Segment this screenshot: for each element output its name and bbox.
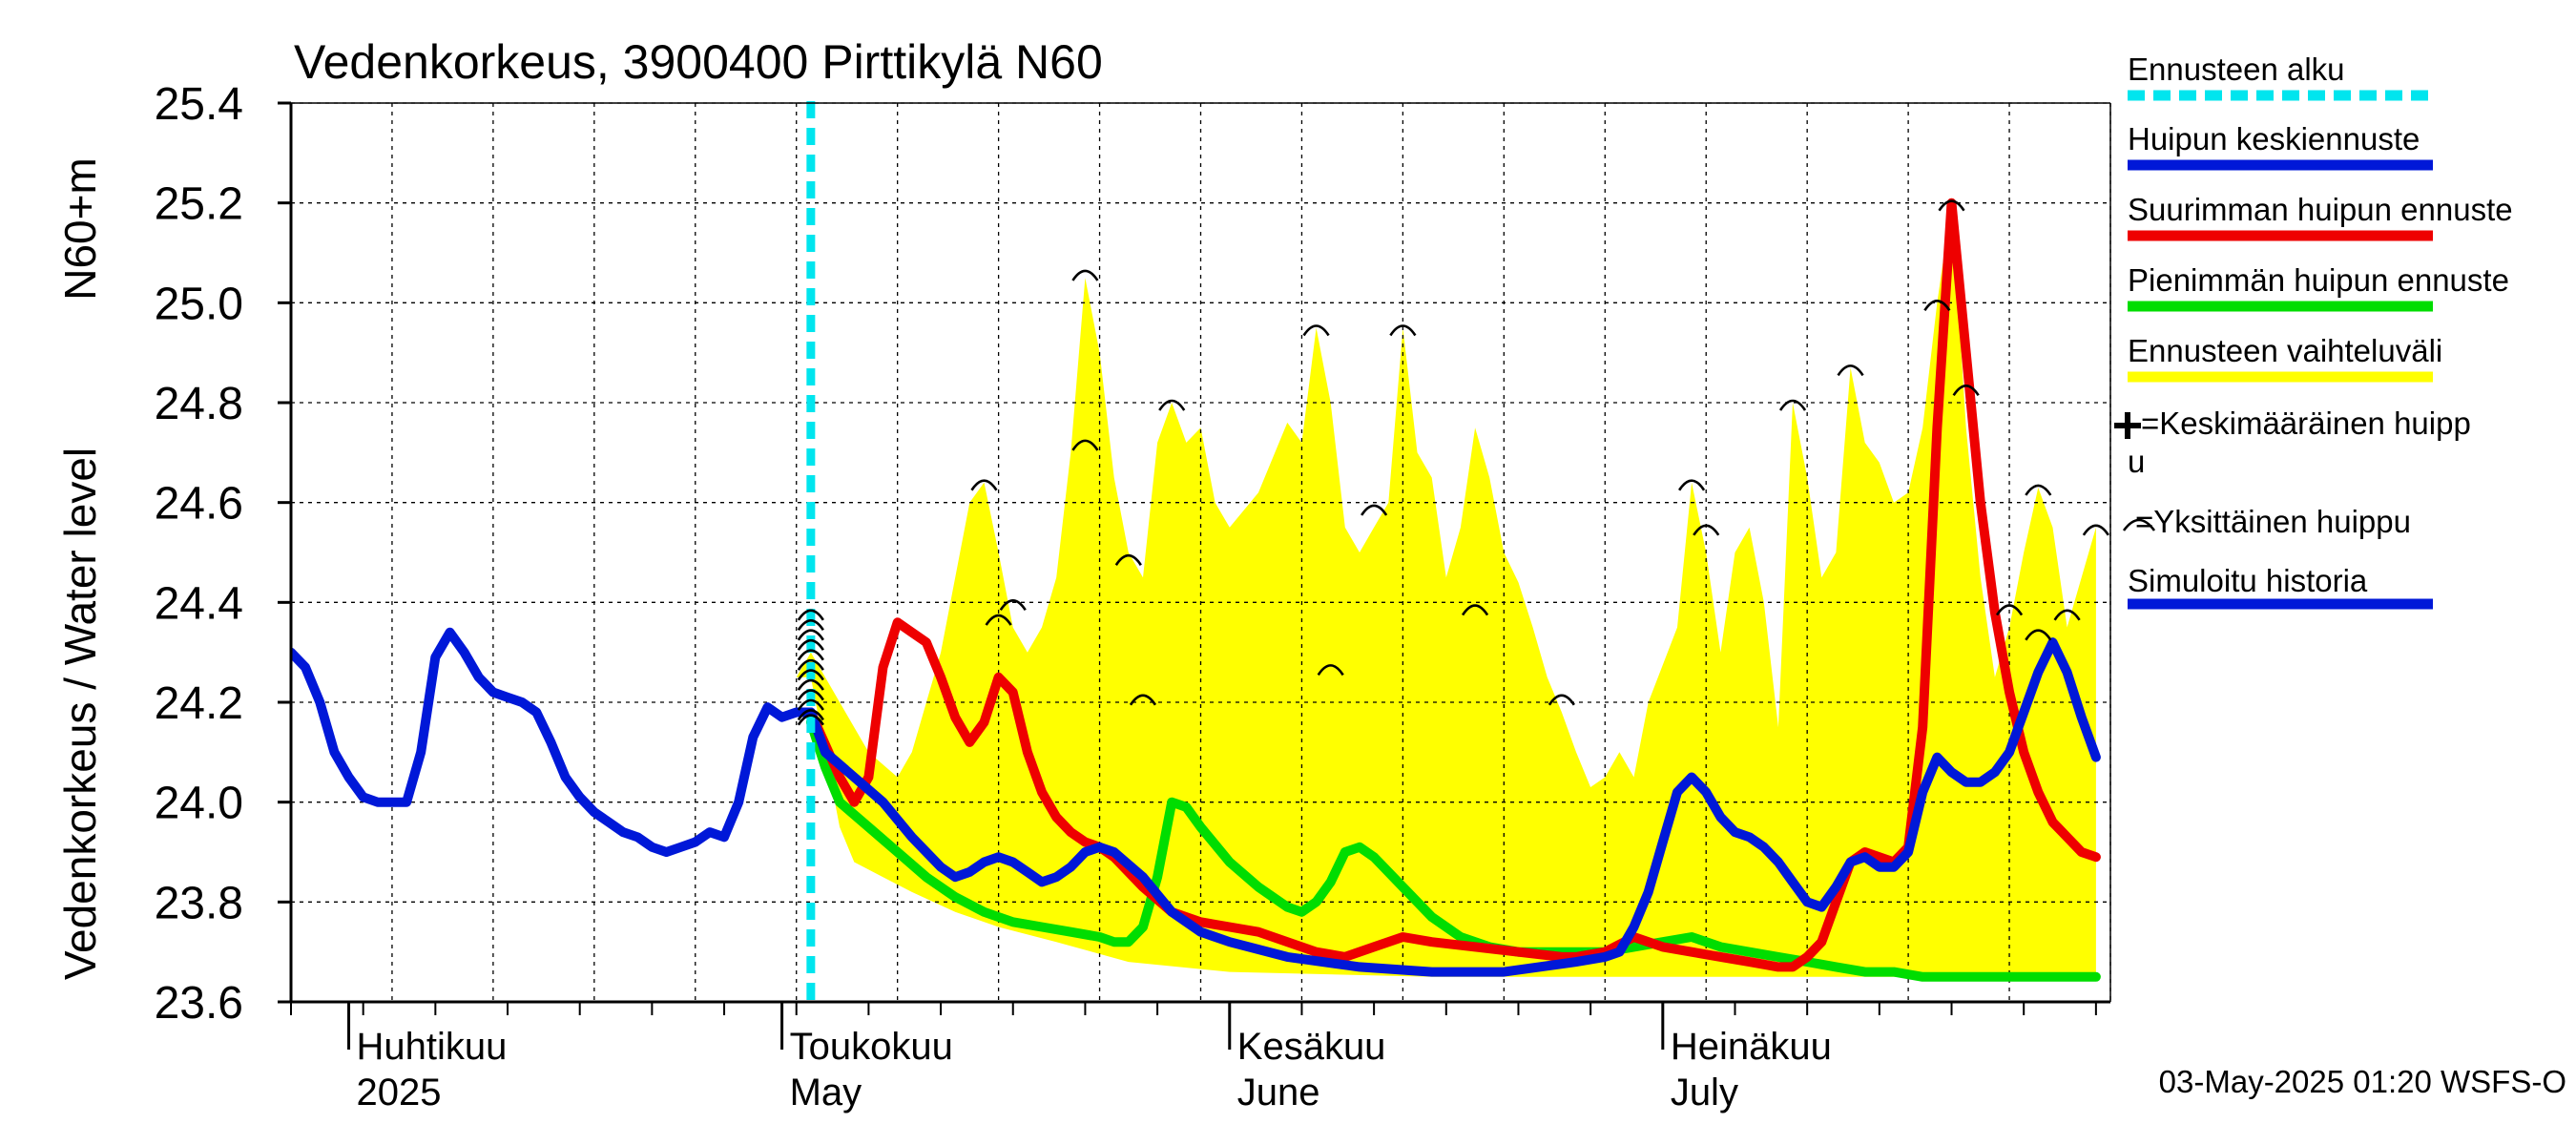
- x-month-label: Huhtikuu: [357, 1026, 508, 1068]
- footer-timestamp: 03-May-2025 01:20 WSFS-O: [2159, 1064, 2566, 1099]
- single-peak-marker: [970, 479, 998, 491]
- x-month-label: Kesäkuu: [1237, 1026, 1386, 1068]
- single-peak-marker: [2025, 629, 2052, 641]
- single-peak-marker: [985, 614, 1012, 626]
- legend-label: Huipun keskiennuste: [2128, 121, 2420, 156]
- single-peak-marker: [1778, 399, 1807, 411]
- single-peak-marker: [797, 629, 824, 641]
- y-tick-label: 25.0: [155, 279, 243, 329]
- legend-label: Ennusteen alku: [2128, 52, 2345, 87]
- single-peak-marker: [2082, 524, 2109, 536]
- single-peak-marker: [1938, 199, 1965, 212]
- y-tick-label: 23.8: [155, 878, 243, 928]
- series-line-simuloitu-historia: [291, 627, 816, 857]
- legend-label-continuation: u: [2128, 444, 2145, 479]
- x-month-sublabel: July: [1671, 1072, 1738, 1114]
- y-tick-label: 25.4: [155, 79, 243, 130]
- single-peak-marker: [797, 689, 824, 701]
- single-peak-marker: [1302, 324, 1330, 337]
- series-line-huipun-keskiennuste: [805, 637, 2101, 977]
- y-tick-label: 24.8: [155, 379, 243, 429]
- single-peaks: [797, 199, 2109, 726]
- y-axis-unit: N60+m: [55, 157, 105, 301]
- axes: 25.4 25.2 25.0 24.8 24.6 24.4 24.2 24.0 23.8 23.6…: [155, 79, 2111, 1114]
- single-peak-marker: [797, 678, 824, 691]
- single-peak-marker: [797, 638, 824, 651]
- single-peak-marker: [797, 609, 824, 621]
- y-tick-label: 24.2: [155, 678, 243, 729]
- forecast-range-band: [796, 202, 2096, 977]
- single-peak-marker: [797, 669, 824, 681]
- single-peak-marker: [797, 709, 824, 721]
- single-peak-marker: [1389, 324, 1417, 337]
- single-peak-marker: [1952, 385, 1980, 397]
- single-peak-marker: [1461, 604, 1489, 616]
- single-peak-marker: [1923, 300, 1951, 312]
- legend: Ennusteen alku Huipun keskiennuste Suurimm…: [2114, 52, 2513, 610]
- legend-label: =Yksittäinen huippu: [2135, 504, 2411, 539]
- single-peak-marker: [1129, 694, 1157, 706]
- single-peak-marker: [1678, 479, 1706, 491]
- single-peak-marker: [2025, 484, 2052, 496]
- single-peak-marker: [1071, 439, 1099, 451]
- single-peak-marker: [797, 698, 824, 711]
- x-month-sublabel: June: [1237, 1072, 1320, 1114]
- single-peak-marker: [1361, 504, 1388, 516]
- y-tick-label: 24.4: [155, 578, 243, 629]
- single-peak-marker: [1548, 694, 1575, 706]
- y-tick-label: 24.0: [155, 779, 243, 829]
- single-peak-marker: [797, 649, 824, 661]
- legend-label: Ennusteen vaihteluväli: [2128, 333, 2442, 368]
- single-peak-marker: [797, 714, 824, 726]
- legend-label: Simuloitu historia: [2128, 563, 2368, 598]
- single-peak-marker: [1071, 269, 1099, 281]
- single-peak-marker: [1693, 524, 1720, 536]
- y-tick-label: 23.6: [155, 978, 243, 1029]
- single-peak-marker: [1995, 604, 2024, 616]
- y-axis-label: Vedenkorkeus / Water level: [55, 448, 105, 980]
- legend-label: Suurimman huipun ennuste: [2128, 192, 2513, 227]
- y-tick-label: 25.2: [155, 179, 243, 230]
- x-month-sublabel: May: [790, 1072, 862, 1114]
- chart-title: Vedenkorkeus, 3900400 Pirttikylä N60: [294, 35, 1103, 89]
- legend-label: =Keskimääräinen huipp: [2141, 406, 2471, 441]
- x-month-label: Toukokuu: [790, 1026, 953, 1068]
- single-peak-marker: [1317, 664, 1344, 677]
- x-month-label: Heinäkuu: [1671, 1026, 1832, 1068]
- single-peak-marker: [1837, 364, 1864, 377]
- series-line-suurimman-huipun-ennuste: [805, 198, 2101, 972]
- single-peak-marker: [797, 658, 824, 671]
- single-peak-marker: [1158, 399, 1186, 411]
- x-month-sublabel: 2025: [357, 1072, 442, 1114]
- plot-area: [290, 101, 2111, 1003]
- single-peak-marker: [999, 599, 1027, 612]
- legend-label: Pienimmän huipun ennuste: [2128, 262, 2509, 298]
- y-tick-label: 24.6: [155, 479, 243, 530]
- legend-symbol-arc: [2122, 518, 2156, 531]
- single-peak-marker: [2053, 609, 2081, 621]
- single-peak-marker: [1114, 553, 1142, 566]
- single-peak-marker: [797, 618, 824, 632]
- legend-symbol-plus: [2114, 412, 2141, 439]
